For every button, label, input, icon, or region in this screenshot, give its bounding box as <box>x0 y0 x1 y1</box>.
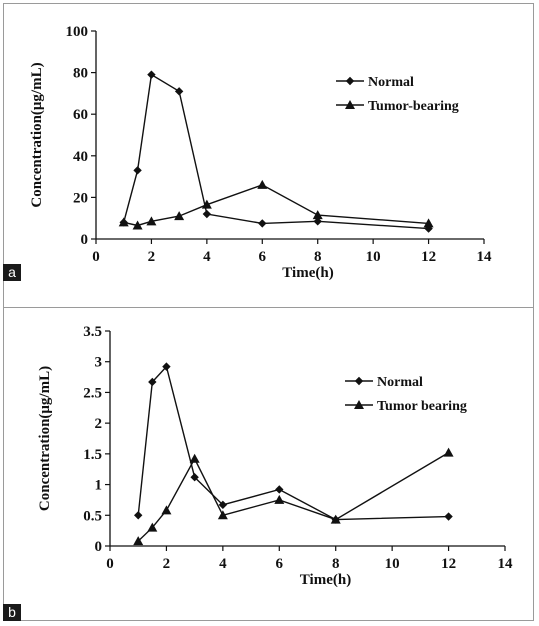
data-point-normal <box>444 512 453 521</box>
y-tick-label: 60 <box>73 107 88 123</box>
legend-label: Normal <box>368 75 414 90</box>
data-point-tumor <box>443 447 454 457</box>
y-tick-label: 40 <box>73 149 88 165</box>
x-tick-label: 2 <box>148 249 156 265</box>
y-tick-label: 1 <box>95 478 103 494</box>
data-point-normal <box>218 500 228 510</box>
x-tick-label: 12 <box>441 556 456 572</box>
y-axis-title: Concentration(μg/mL) <box>37 366 53 511</box>
x-tick-label: 8 <box>332 556 340 572</box>
x-axis-title: Time(h) <box>282 265 333 281</box>
x-tick-label: 14 <box>477 249 493 265</box>
y-tick-label: 2.5 <box>83 385 102 401</box>
x-tick-label: 0 <box>106 556 114 572</box>
data-point-tumor <box>189 453 200 463</box>
data-point-tumor <box>201 199 212 209</box>
chart-panel-b: 0 0.5 1 1.5 2 2.5 3 3.5 0 2 4 6 8 10 12 14 Time(h) Concen… <box>37 324 514 588</box>
y-tick-label: 3.5 <box>83 324 102 340</box>
x-tick-label: 10 <box>385 556 400 572</box>
data-point-normal <box>190 473 199 482</box>
x-tick-label: 8 <box>314 249 322 265</box>
y-tick-label: 1.5 <box>83 447 102 463</box>
legend-label: Normal <box>377 375 423 390</box>
data-point-tumor <box>312 210 323 220</box>
x-tick-label: 6 <box>276 556 284 572</box>
legend-label: Tumor bearing <box>377 399 467 414</box>
data-point-normal <box>134 511 143 520</box>
data-point-tumor <box>132 220 143 230</box>
data-point-tumor <box>217 510 228 520</box>
data-point-tumor <box>174 211 185 221</box>
data-point-normal <box>202 209 212 219</box>
y-axis-title: Concentration(μg/mL) <box>29 62 45 207</box>
panel-divider <box>3 307 534 308</box>
y-tick-label: 2 <box>95 416 103 432</box>
data-point-normal <box>313 217 322 226</box>
data-point-tumor <box>146 216 157 226</box>
data-point-normal <box>162 362 171 371</box>
series-line-tumor <box>123 184 429 227</box>
data-point-normal <box>174 87 184 96</box>
x-tick-label: 4 <box>219 556 227 572</box>
data-point-tumor <box>133 536 144 546</box>
series-line-normal <box>137 365 449 521</box>
panel-label-a: a <box>3 264 21 281</box>
legend-marker <box>354 400 364 409</box>
legend-marker <box>345 76 355 86</box>
x-tick-label: 4 <box>203 249 211 265</box>
data-point-tumor <box>147 522 158 532</box>
x-axis-title: Time(h) <box>300 572 351 588</box>
data-point-tumor <box>118 217 129 227</box>
figure-frame <box>3 3 534 621</box>
data-point-normal <box>258 219 267 228</box>
legend-label: Tumor-bearing <box>368 99 459 114</box>
data-point-tumor <box>274 494 285 504</box>
y-tick-label: 0.5 <box>83 508 102 524</box>
x-tick-label: 12 <box>421 249 436 265</box>
y-tick-label: 0 <box>81 232 89 248</box>
legend-marker <box>354 376 364 386</box>
data-point-tumor <box>330 514 341 524</box>
data-point-normal <box>133 166 142 175</box>
series-line-tumor <box>137 452 449 542</box>
data-point-normal <box>275 485 284 494</box>
data-point-normal <box>148 377 157 387</box>
x-tick-label: 14 <box>498 556 514 572</box>
y-tick-label: 0 <box>95 539 103 555</box>
data-point-tumor <box>257 179 268 189</box>
y-tick-label: 20 <box>73 190 88 206</box>
x-tick-label: 2 <box>163 556 171 572</box>
y-tick-label: 3 <box>95 355 103 371</box>
data-point-tumor <box>423 218 434 228</box>
data-point-tumor <box>161 505 172 515</box>
x-tick-label: 10 <box>366 249 381 265</box>
x-tick-label: 6 <box>259 249 267 265</box>
chart-panel-a: 0 20 40 60 80 100 0 2 4 6 8 10 12 14 Time(h) Concentrat… <box>29 24 493 281</box>
series-line-normal <box>123 73 429 230</box>
y-tick-label: 80 <box>73 66 88 82</box>
y-tick-label: 100 <box>66 24 89 40</box>
legend-marker <box>345 100 355 109</box>
panel-label-b: b <box>3 604 21 621</box>
x-tick-label: 0 <box>92 249 100 265</box>
data-point-normal <box>147 70 156 79</box>
